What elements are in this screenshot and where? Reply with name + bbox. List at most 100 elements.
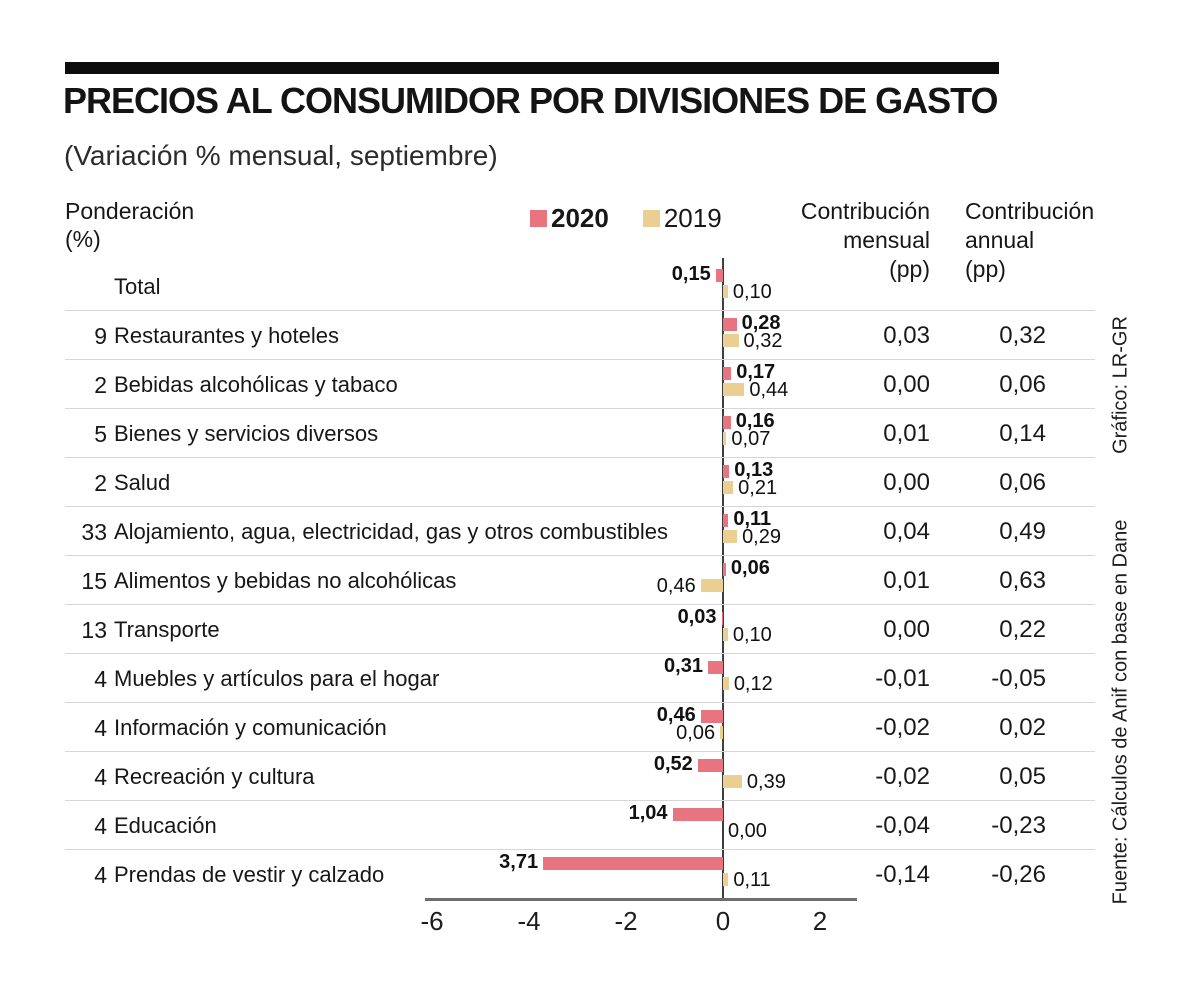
bar-value-2020: 0,28 <box>741 312 781 334</box>
bar-2020 <box>723 416 731 429</box>
bar-2019 <box>723 530 738 543</box>
contribution-monthly-cell: 0,03 <box>883 322 930 349</box>
contribution-monthly-cell: 0,01 <box>883 420 930 447</box>
category-label: Educación <box>114 813 217 838</box>
annual-header-line1: Contribución <box>965 198 1095 224</box>
weight-cell: 2 <box>94 372 107 398</box>
x-tick-label: -6 <box>420 906 444 936</box>
table-row: 2 Salud 0,13 0,21 0,00 0,06 <box>65 458 1095 507</box>
weight-cell: 4 <box>94 862 107 888</box>
table-row: 2 Bebidas alcohólicas y tabaco 0,17 0,44… <box>65 360 1095 409</box>
bar-value-2019: 0,46 <box>656 575 696 597</box>
bar-2019 <box>723 432 727 445</box>
table-row: 4 Recreación y cultura 0,52 0,39 -0,02 0… <box>65 752 1095 801</box>
category-label: Información y comunicación <box>114 715 387 740</box>
contribution-monthly-cell: -0,14 <box>875 861 930 888</box>
bar-2020 <box>543 857 723 870</box>
bar-value-2019: 0,39 <box>746 771 786 793</box>
column-header-annual-contribution: Contribución annual (pp) <box>965 197 1125 284</box>
weight-cell: 4 <box>94 715 107 741</box>
contribution-annual-cell: 0,06 <box>999 371 1046 398</box>
table-row: 33 Alojamiento, agua, electricidad, gas … <box>65 507 1095 556</box>
contribution-monthly-cell: 0,00 <box>883 469 930 496</box>
contribution-monthly-cell: -0,02 <box>875 714 930 741</box>
bar-2020 <box>697 759 723 772</box>
weight-cell: 13 <box>81 617 107 643</box>
legend-item-2019: 2019 <box>642 203 722 234</box>
contribution-monthly-cell: -0,01 <box>875 665 930 692</box>
bar-2020 <box>721 612 723 625</box>
legend: 2020 2019 <box>530 203 722 234</box>
monthly-header-line3: (pp) <box>889 256 930 282</box>
top-accent-bar <box>65 62 999 74</box>
bar-value-2019: 0,00 <box>728 820 767 842</box>
contribution-annual-cell: 0,05 <box>999 763 1046 790</box>
contribution-annual-cell: 0,32 <box>999 322 1046 349</box>
contribution-monthly-cell: -0,04 <box>875 812 930 839</box>
chart-title: PRECIOS AL CONSUMIDOR POR DIVISIONES DE … <box>63 80 998 121</box>
weight-cell: 4 <box>94 813 107 839</box>
annual-header-line3: (pp) <box>965 256 1006 282</box>
bar-value-2019: 0,32 <box>743 330 783 352</box>
bar-value-2020: 0,06 <box>730 557 770 579</box>
legend-label-2020: 2020 <box>551 203 609 233</box>
credit-source: Fuente: Cálculos de Anif con base en Dan… <box>1109 519 1132 905</box>
weight-cell: 15 <box>81 568 107 594</box>
bar-value-2020: 0,15 <box>671 263 711 285</box>
bar-value-2019: 0,29 <box>742 526 781 548</box>
column-header-monthly-contribution: Contribución mensual (pp) <box>730 197 930 284</box>
contribution-monthly-cell: -0,02 <box>875 763 930 790</box>
contribution-monthly-cell: 0,00 <box>883 616 930 643</box>
bar-2019 <box>723 334 739 347</box>
chart-subtitle: (Variación % mensual, septiembre) <box>64 140 498 171</box>
contribution-annual-cell: -0,26 <box>991 861 1046 888</box>
contribution-annual-cell: 0,22 <box>999 616 1046 643</box>
category-label: Recreación y cultura <box>114 764 315 789</box>
contribution-annual-cell: -0,05 <box>991 665 1046 692</box>
bar-value-2019: 0,12 <box>733 673 773 695</box>
bar-2019 <box>723 677 729 690</box>
category-label: Alimentos y bebidas no alcohólicas <box>114 568 457 593</box>
bar-2019 <box>723 775 742 788</box>
legend-swatch-2020 <box>530 210 547 227</box>
bar-value-2020: 0,16 <box>735 410 775 432</box>
bar-value-2019: 0,07 <box>731 428 771 450</box>
weight-cell: 33 <box>81 519 107 545</box>
bar-value-2019: 0,44 <box>749 379 789 401</box>
column-header-weight: Ponderación (%) <box>65 197 194 253</box>
contribution-annual-cell: 0,14 <box>999 420 1046 447</box>
contribution-monthly-cell: 0,04 <box>883 518 930 545</box>
weight-cell: 2 <box>94 470 107 496</box>
legend-item-2020: 2020 <box>530 203 609 234</box>
bar-value-2020: 1,04 <box>628 802 668 824</box>
bar-2020 <box>723 563 726 576</box>
weight-header-unit: (%) <box>65 226 101 252</box>
monthly-header-line2: mensual <box>843 227 930 253</box>
category-label: Transporte <box>114 617 220 642</box>
table-row: 4 Prendas de vestir y calzado 3,71 0,11 … <box>65 850 1095 899</box>
category-label: Alojamiento, agua, electricidad, gas y o… <box>114 519 668 544</box>
weight-cell: 5 <box>94 421 107 447</box>
bar-value-2019: 0,10 <box>732 624 772 646</box>
bar-2020 <box>707 661 723 674</box>
contribution-annual-cell: 0,63 <box>999 567 1046 594</box>
table-row: Total 0,15 0,10 <box>65 262 1095 311</box>
bar-value-2019: 0,21 <box>738 477 778 499</box>
bar-value-2020: 0,11 <box>733 508 772 530</box>
bar-2020 <box>723 318 737 331</box>
table-row: 4 Educación 1,04 0,00 -0,04 -0,23 <box>65 801 1095 850</box>
contribution-annual-cell: 0,06 <box>999 469 1046 496</box>
bar-2019 <box>723 383 745 396</box>
category-label: Bienes y servicios diversos <box>114 421 379 446</box>
table-row: 4 Información y comunicación 0,46 0,06 -… <box>65 703 1095 752</box>
annual-header-line2: annual <box>965 227 1035 253</box>
category-label: Salud <box>114 470 171 495</box>
bar-2020 <box>715 269 723 282</box>
category-label: Muebles y artículos para el hogar <box>114 666 440 691</box>
weight-header-label: Ponderación <box>65 198 195 224</box>
contribution-annual-cell: 0,49 <box>999 518 1046 545</box>
zero-axis-line <box>722 258 724 899</box>
legend-swatch-2019 <box>642 210 660 227</box>
category-label: Total <box>114 274 161 299</box>
